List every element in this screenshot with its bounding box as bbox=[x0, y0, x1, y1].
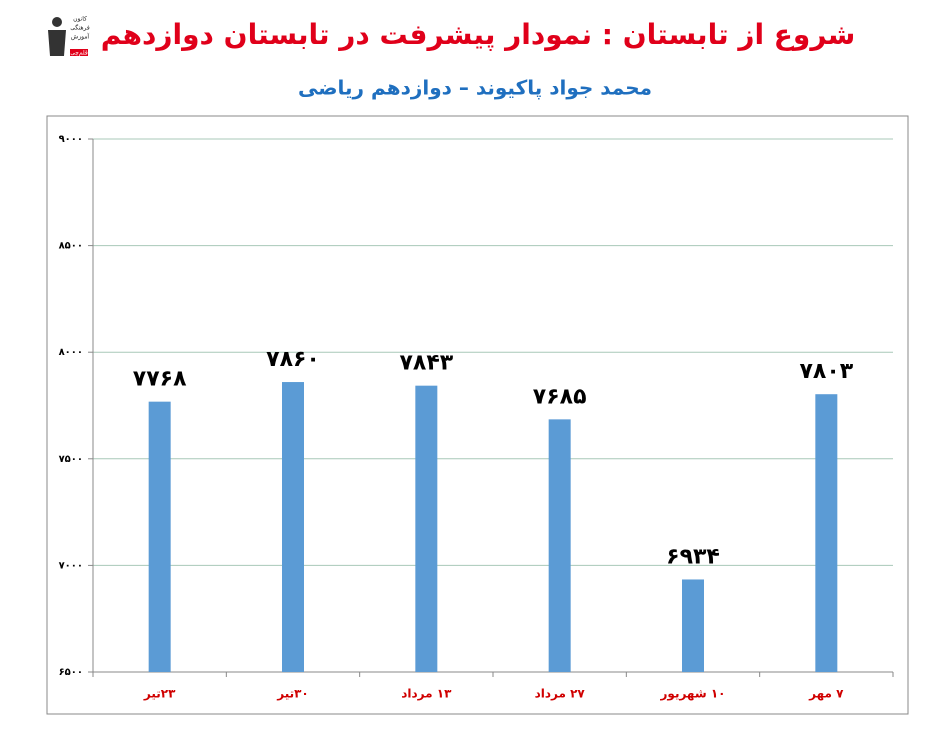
value-label: ۷۸۰۳ bbox=[799, 359, 853, 384]
bar bbox=[682, 579, 704, 672]
value-label: ۷۸۴۳ bbox=[399, 351, 453, 376]
value-label: ۶۹۳۴ bbox=[666, 544, 720, 569]
logo: کانون فرهنگی آموزش قلم‌چی bbox=[40, 14, 90, 58]
value-label: ۷۸۶۰ bbox=[266, 347, 320, 372]
bar bbox=[282, 382, 304, 672]
x-tick-label: ۳۰تیر bbox=[276, 687, 309, 701]
logo-tag bbox=[70, 49, 88, 56]
y-tick-label: ۸۰۰۰ bbox=[59, 347, 83, 358]
bar bbox=[815, 394, 838, 672]
y-tick-label: ۹۰۰۰ bbox=[59, 134, 83, 145]
chart-subtitle: محمد جواد پاکیوند – دوازدهم ریاضی bbox=[298, 76, 652, 101]
x-tick-label: ۷ مهر bbox=[808, 687, 844, 701]
logo-text: فرهنگی bbox=[70, 24, 90, 32]
x-tick-label: ۱۰ شهریور bbox=[660, 687, 726, 702]
value-label: ۷۶۸۵ bbox=[533, 384, 587, 409]
x-tick-label: ۲۳تیر bbox=[143, 687, 176, 701]
bar bbox=[548, 419, 571, 672]
y-tick-label: ۷۵۰۰ bbox=[59, 454, 83, 465]
y-tick-label: ۷۰۰۰ bbox=[59, 560, 83, 571]
chart-border bbox=[46, 115, 909, 715]
value-label: ۷۷۶۸ bbox=[133, 367, 187, 392]
logo-body bbox=[48, 30, 66, 56]
bar bbox=[148, 401, 171, 672]
logo-text: آموزش bbox=[71, 32, 90, 41]
chart-title: شروع از تابستان : نمودار پیشرفت در تابست… bbox=[101, 18, 856, 51]
y-tick-label: ۸۵۰۰ bbox=[59, 241, 83, 252]
x-tick-label: ۲۷ مرداد bbox=[535, 687, 586, 701]
logo-text: قلم‌چی bbox=[70, 50, 88, 57]
logo-text: کانون bbox=[73, 16, 87, 23]
bar bbox=[415, 385, 438, 672]
y-tick-label: ۶۵۰۰ bbox=[59, 667, 83, 678]
x-tick-label: ۱۳ مرداد bbox=[401, 687, 452, 701]
logo-head bbox=[52, 17, 62, 27]
